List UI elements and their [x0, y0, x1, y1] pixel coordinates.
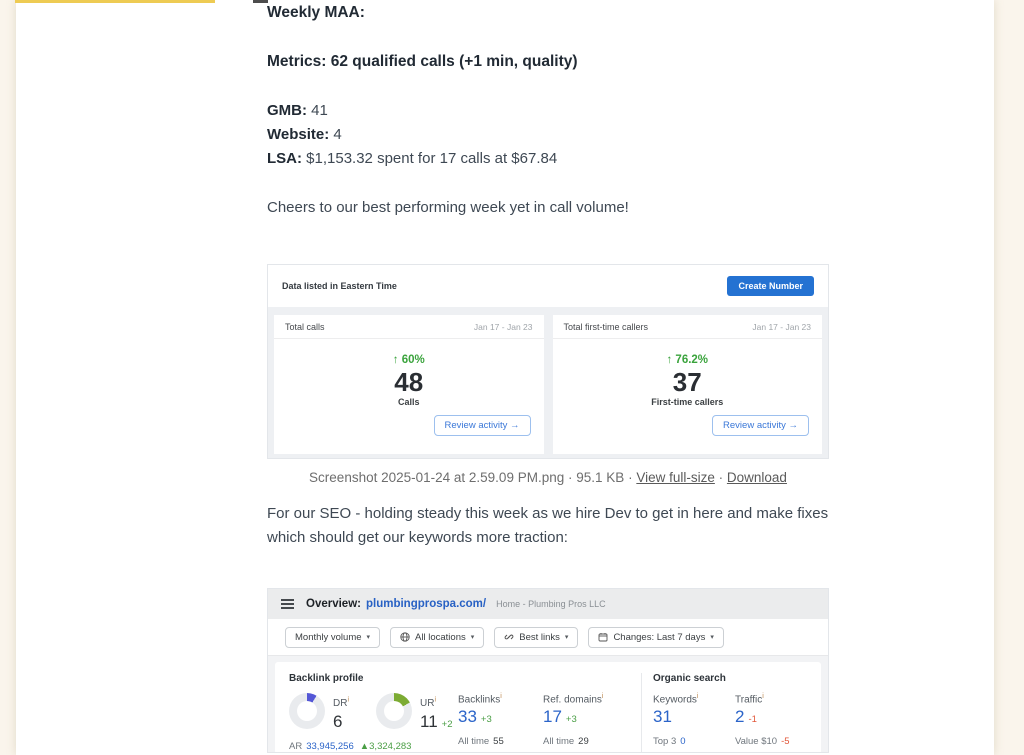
metrics-panel: Backlink profile DRi 6 AR 33,945,256 ▲3,32… — [275, 662, 821, 752]
info-icon[interactable]: i — [601, 693, 604, 700]
best-links-filter[interactable]: Best links ▾ — [494, 626, 579, 648]
create-number-button[interactable]: Create Number — [727, 276, 814, 296]
dr-gauge-icon — [289, 693, 325, 729]
menu-icon[interactable] — [281, 597, 294, 611]
backlinks-alltime: All time 55 — [458, 736, 504, 748]
change-percent: ↑ 60% — [392, 354, 425, 366]
accent-line — [15, 0, 215, 3]
traffic-value: 2 — [735, 707, 745, 727]
ur-metric: URi 11 +2 — [376, 693, 458, 752]
dr-metric: DRi 6 AR 33,945,256 ▲3,324,283 — [289, 693, 412, 752]
all-locations-filter[interactable]: All locations ▾ — [390, 626, 485, 648]
post-heading: Weekly MAA: — [267, 4, 365, 21]
section-title: Backlink profile — [289, 673, 364, 684]
info-icon[interactable]: i — [696, 693, 699, 700]
filters-toolbar: Monthly volume ▾ All locations ▾ Best li… — [268, 619, 828, 656]
ref-domains-alltime: All time 29 — [543, 736, 589, 748]
up-arrow-icon: ↑ — [392, 354, 399, 366]
collapsed-element-dash — [253, 0, 268, 3]
section-title: Organic search — [653, 673, 726, 684]
ref-domains-metric: Ref. domainsi 17 +3 All time 29 — [543, 693, 641, 752]
stats-block: GMB: 41 Website: 4 LSA: $1,153.32 spent … — [267, 99, 829, 171]
chevron-down-icon: ▾ — [366, 634, 371, 641]
traffic-change: -1 — [748, 714, 757, 726]
first-time-callers-card: Total first-time callers Jan 17 - Jan 23… — [552, 315, 822, 454]
change-percent: ↑ 76.2% — [666, 354, 709, 366]
changes-filter[interactable]: Changes: Last 7 days ▾ — [588, 626, 724, 648]
ref-domains-change: +3 — [565, 714, 577, 726]
ur-change: +2 — [441, 719, 453, 730]
post-body: Weekly MAA: Metrics: 62 qualified calls … — [267, 2, 829, 753]
stat-line-gmb: GMB: 41 — [267, 102, 328, 119]
calls-label: Calls — [397, 397, 420, 407]
card-date-range: Jan 17 - Jan 23 — [752, 321, 811, 332]
review-activity-button[interactable]: Review activity → — [433, 415, 531, 436]
chevron-down-icon: ▾ — [564, 634, 569, 641]
dr-value: 6 — [333, 712, 343, 731]
attachment-filesize: 95.1 KB — [576, 470, 625, 485]
calendar-icon — [598, 633, 608, 642]
site-subtitle: Home - Plumbing Pros LLC — [496, 599, 606, 609]
info-icon[interactable]: i — [762, 693, 764, 700]
seo-dashboard-image[interactable]: Overview: plumbingprospa.com/ Home - Plu… — [267, 588, 829, 753]
ur-gauge-icon — [376, 693, 412, 729]
stat-line-website: Website: 4 — [267, 126, 342, 143]
card-date-range: Jan 17 - Jan 23 — [473, 321, 533, 332]
first-time-callers-value: 37 — [672, 367, 702, 397]
backlinks-change: +3 — [480, 714, 492, 726]
globe-icon — [400, 632, 410, 642]
first-time-callers-label: First-time callers — [651, 397, 724, 407]
calls-value: 48 — [394, 367, 424, 397]
seo-paragraph: For our SEO - holding steady this week a… — [267, 505, 829, 546]
call-dashboard-header: Data listed in Eastern Time Create Numbe… — [268, 265, 828, 307]
stat-line-lsa: LSA: $1,153.32 spent for 17 calls at $67… — [267, 150, 558, 167]
backlinks-metric: Backlinksi 33 +3 All time 55 — [458, 693, 543, 752]
traffic-metric: Traffici 2 -1 Value $10 -5 — [735, 693, 819, 747]
seo-dashboard-header: Overview: plumbingprospa.com/ Home - Plu… — [268, 589, 828, 619]
traffic-value-row: Value $10 -5 — [735, 736, 790, 748]
cheers-line: Cheers to our best performing week yet i… — [267, 199, 629, 216]
monthly-volume-filter[interactable]: Monthly volume ▾ — [285, 626, 381, 648]
keywords-value: 31 — [653, 707, 672, 727]
ar-change: ▲3,324,283 — [359, 741, 412, 752]
up-arrow-icon: ↑ — [666, 354, 673, 366]
download-link[interactable]: Download — [726, 470, 787, 485]
domain-link[interactable]: plumbingprospa.com/ — [365, 598, 487, 610]
overview-title: Overview: — [306, 598, 361, 610]
ref-domains-value: 17 — [543, 707, 562, 727]
backlink-profile-section: Backlink profile DRi 6 AR 33,945,256 ▲3,32… — [289, 673, 641, 752]
view-full-size-link[interactable]: View full-size — [636, 470, 715, 485]
card-title: Total first-time callers — [563, 321, 649, 332]
review-activity-button[interactable]: Review activity → — [712, 415, 809, 436]
total-calls-card: Total calls Jan 17 - Jan 23 ↑ 60% 48 Cal… — [274, 315, 544, 454]
info-icon[interactable]: i — [434, 696, 437, 704]
backlinks-value: 33 — [458, 707, 477, 727]
ar-row: AR 33,945,256 ▲3,324,283 — [289, 741, 412, 752]
ar-value: 33,945,256 — [306, 741, 354, 752]
info-icon[interactable]: i — [347, 696, 350, 704]
attachment-caption: Screenshot 2025-01-24 at 2.59.09 PM.png … — [309, 470, 787, 485]
info-icon[interactable]: i — [500, 693, 502, 700]
call-dashboard-image[interactable]: Data listed in Eastern Time Create Numbe… — [267, 264, 829, 459]
ur-value: 11 — [420, 712, 438, 731]
chevron-down-icon: ▾ — [470, 634, 475, 641]
attachment-filename: Screenshot 2025-01-24 at 2.59.09 PM.png — [309, 470, 565, 485]
link-icon — [504, 634, 514, 640]
timezone-note: Data listed in Eastern Time — [282, 281, 397, 291]
card-title: Total calls — [285, 321, 325, 332]
metrics-heading: Metrics: 62 qualified calls (+1 min, qua… — [267, 53, 578, 70]
chevron-down-icon: ▾ — [710, 634, 714, 641]
